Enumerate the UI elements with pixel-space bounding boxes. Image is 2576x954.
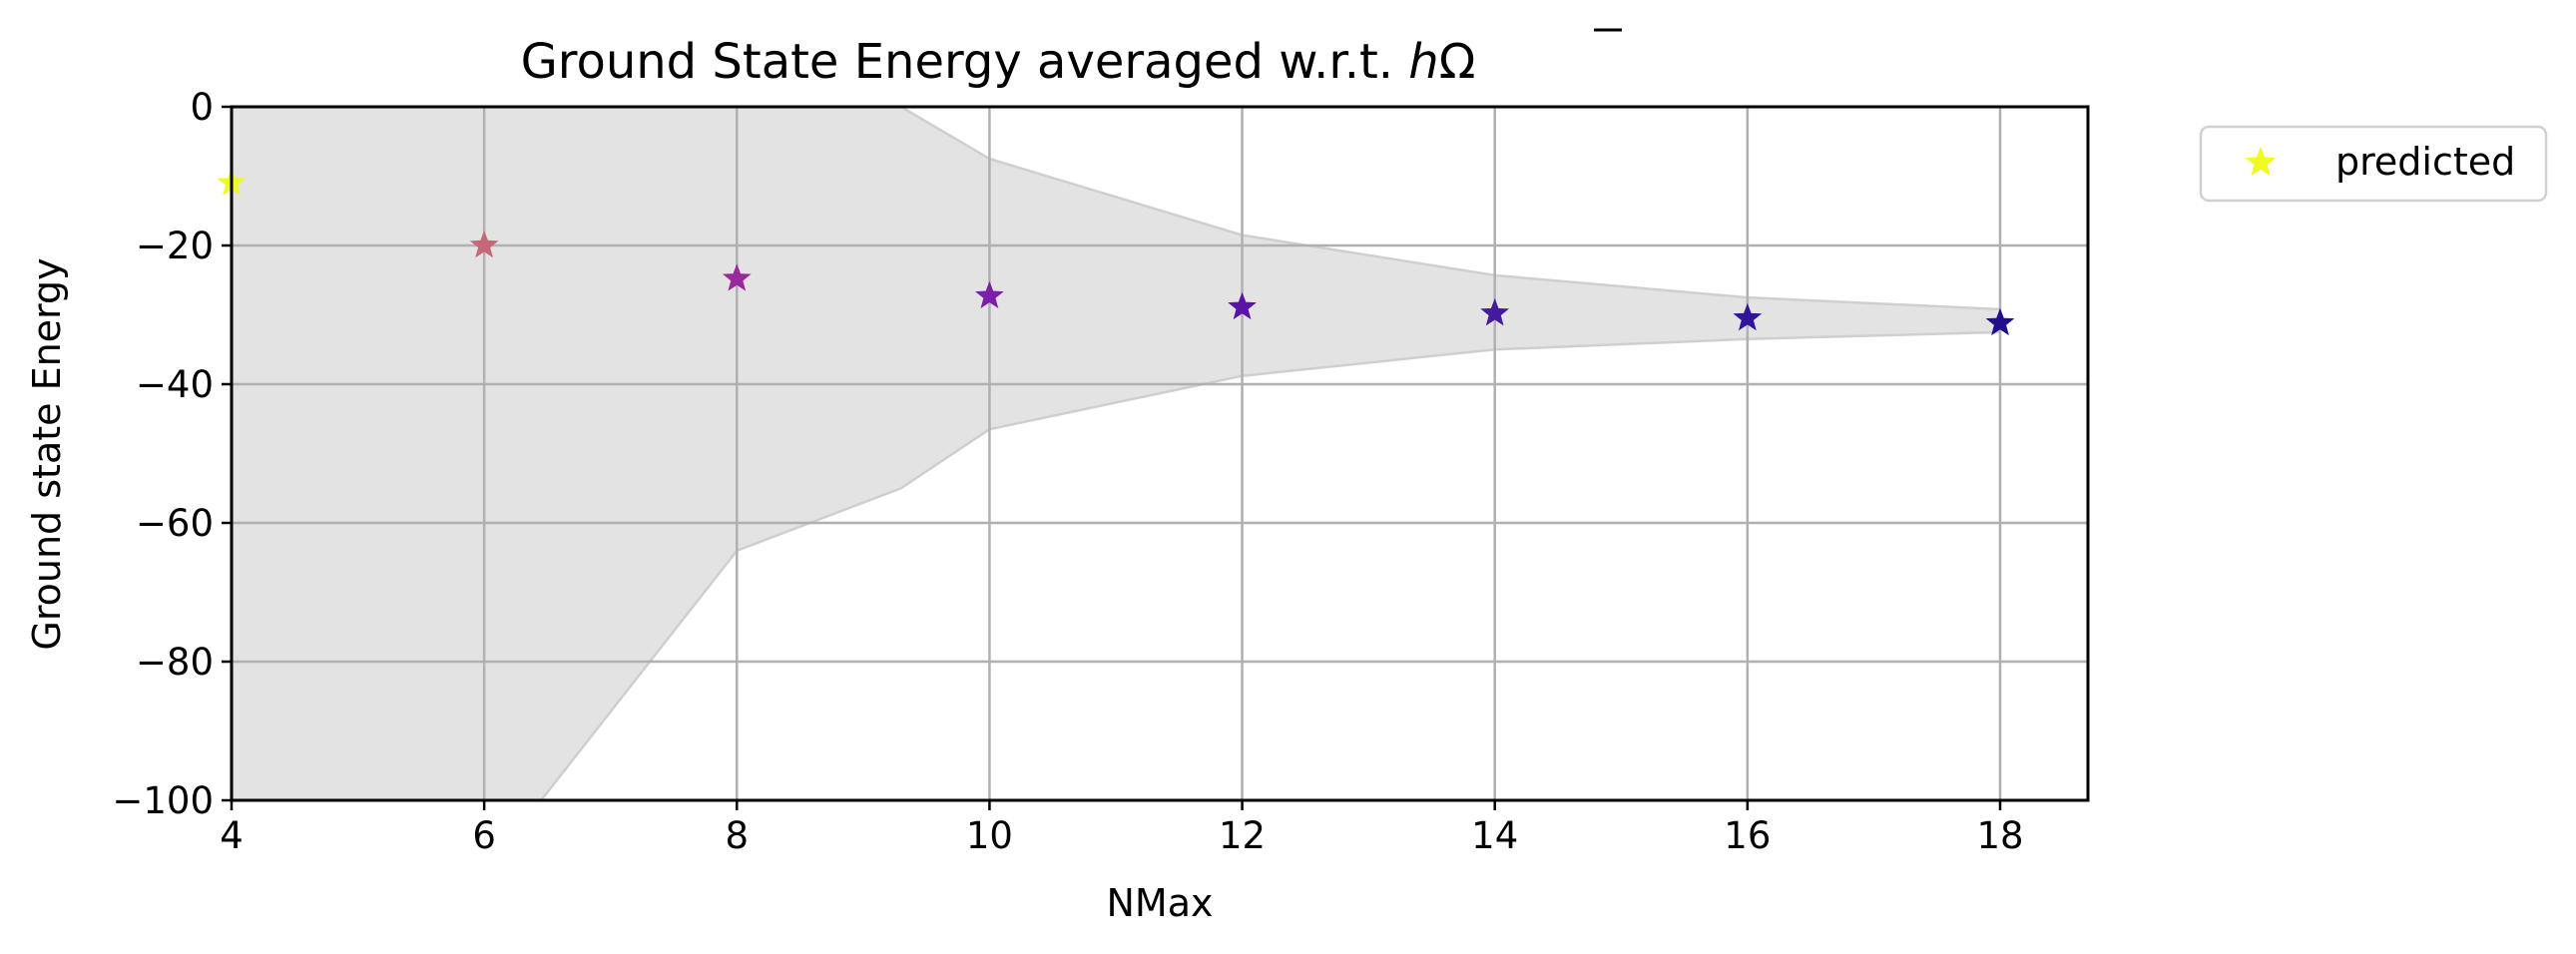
data-point-star: [1985, 307, 2015, 336]
x-tick-label: 12: [1219, 814, 1266, 857]
legend-label-predicted: predicted: [2335, 140, 2515, 184]
data-point-star: [975, 280, 1004, 308]
data-point-star: [722, 263, 752, 291]
chart-title-omega: Ω: [1439, 34, 1476, 90]
legend-box: [2199, 125, 2548, 203]
y-tick-label: −60: [136, 502, 214, 545]
plot-frame: [230, 105, 2090, 802]
y-tick-label: −100: [112, 779, 214, 822]
data-point-star: [469, 230, 499, 258]
x-tick-label: 16: [1724, 814, 1771, 857]
x-tick-label: 8: [726, 814, 750, 857]
x-tick-label: 6: [472, 814, 496, 857]
x-tick-label: 4: [220, 814, 244, 857]
axis-ticks: 4 6 8 10 12 14 16 18 0 −20 −40 −60 −80 −100: [112, 86, 2023, 857]
legend: predicted: [2199, 125, 2548, 203]
y-tick-label: −80: [136, 641, 214, 684]
x-axis-label: NMax: [1107, 881, 1214, 925]
chart-title-hbar: h: [1408, 34, 1438, 90]
uncertainty-band: [230, 105, 2002, 802]
band-area: [230, 105, 2002, 802]
legend-star-icon: [2245, 146, 2277, 177]
y-tick-label: −20: [136, 225, 214, 267]
data-points: [217, 168, 2015, 336]
y-tick-label: 0: [190, 86, 214, 129]
chart-title: Ground State Energy averaged w.r.t. hΩ: [521, 34, 1476, 90]
y-tick-label: −40: [136, 363, 214, 406]
x-tick-label: 18: [1976, 814, 2023, 857]
x-tick-label: 10: [966, 814, 1013, 857]
data-point-star: [1733, 302, 1763, 331]
data-point-star: [1480, 297, 1510, 326]
y-axis-label: Ground state Energy: [25, 257, 69, 650]
data-point-star: [1228, 291, 1257, 320]
chart-title-text: Ground State Energy averaged w.r.t.: [521, 34, 1409, 90]
x-tick-label: 14: [1471, 814, 1518, 857]
